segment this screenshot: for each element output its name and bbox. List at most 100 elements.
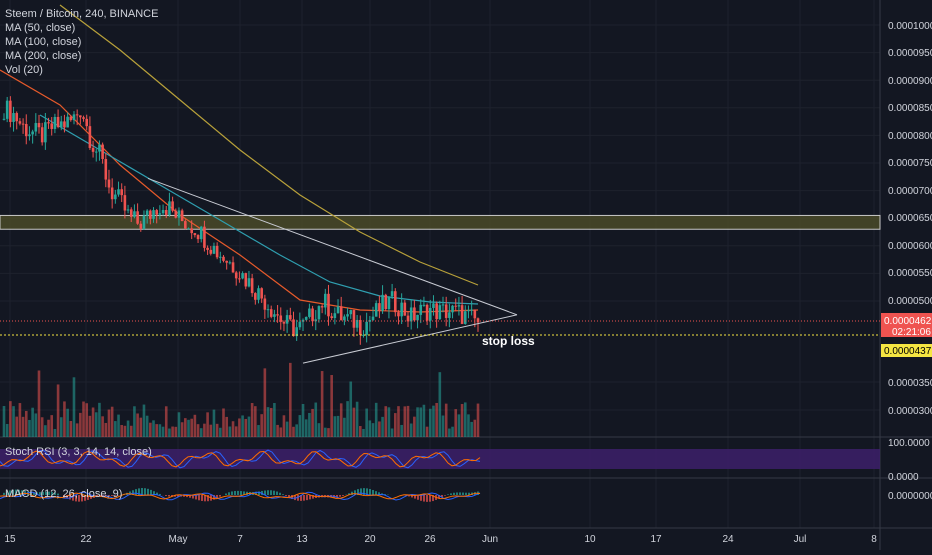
volume-bar <box>6 424 9 437</box>
macd-histogram-bar <box>279 493 281 495</box>
macd-label[interactable]: MACD (12, 26, close, 9) <box>5 488 122 500</box>
volume-bar <box>327 428 330 437</box>
legend-volume[interactable]: Vol (20) <box>5 64 43 76</box>
volume-bar <box>324 428 327 437</box>
legend-ma200[interactable]: MA (200, close) <box>5 50 81 62</box>
candle <box>19 121 22 123</box>
candle <box>60 121 63 127</box>
candle <box>410 307 413 321</box>
volume-bar <box>229 426 232 437</box>
candle <box>264 299 267 310</box>
time-tick-label: 7 <box>237 534 243 545</box>
symbol-title[interactable]: Steem / Bitcoin, 240, BINANCE <box>5 8 158 20</box>
candle <box>391 291 394 296</box>
candle <box>439 305 442 319</box>
candle <box>47 122 50 123</box>
legend-ma50[interactable]: MA (50, close) <box>5 22 75 34</box>
stop-loss-value: 0.0000437 <box>884 346 932 357</box>
macd-histogram-bar <box>426 495 428 502</box>
time-tick-label: 8 <box>871 534 877 545</box>
volume-bar <box>394 413 397 437</box>
candle <box>467 310 470 311</box>
candle <box>73 114 76 120</box>
volume-bar <box>477 404 480 437</box>
volume-bar <box>209 425 212 437</box>
volume-bar <box>139 418 142 437</box>
volume-bar <box>369 420 372 437</box>
volume-bar <box>159 424 162 437</box>
macd-histogram-bar <box>270 490 272 495</box>
volume-bar <box>171 427 174 437</box>
candle <box>426 305 429 321</box>
volume-bar <box>31 408 34 437</box>
volume-bar <box>187 420 190 437</box>
candle <box>445 304 448 318</box>
candle <box>187 228 190 229</box>
volume-bar <box>200 428 203 437</box>
volume-bar <box>353 408 356 437</box>
candle <box>41 127 44 142</box>
volume-bar <box>308 413 311 437</box>
candle <box>464 311 467 324</box>
volume-bar <box>458 414 461 437</box>
candle <box>63 121 66 127</box>
volume-bar <box>216 424 219 437</box>
candle <box>133 211 136 217</box>
volume-bar <box>299 415 302 437</box>
candle <box>219 257 222 258</box>
candle <box>85 119 88 126</box>
candle <box>416 315 419 320</box>
candle <box>454 306 457 307</box>
volume-bar <box>66 409 69 437</box>
volume-bar <box>375 403 378 437</box>
price-tick-label: 0.0000650 <box>888 213 932 224</box>
time-tick-label: Jun <box>482 534 498 545</box>
volume-bar <box>152 420 155 437</box>
volume-bar <box>25 411 28 437</box>
volume-bar <box>283 415 286 437</box>
volume-bar <box>302 404 305 437</box>
volume-bar <box>467 414 470 437</box>
time-tick-label: 15 <box>4 534 16 545</box>
candle <box>104 159 107 180</box>
candle <box>375 303 378 317</box>
volume-bar <box>267 407 270 437</box>
price-tick-label: 0.0000850 <box>888 103 932 114</box>
volume-bar <box>111 407 114 437</box>
volume-bar <box>60 417 63 437</box>
candle <box>346 314 349 316</box>
macd-histogram-bar <box>306 495 308 500</box>
candle <box>372 317 375 320</box>
price-tick-label: 0.0001000 <box>888 21 932 32</box>
volume-bar <box>413 417 416 437</box>
macd-histogram-bar <box>198 495 200 500</box>
volume-bar <box>124 426 127 437</box>
candle <box>165 210 168 215</box>
candle <box>114 195 117 200</box>
candle <box>222 257 225 261</box>
volume-bar <box>184 418 187 437</box>
volume-bar <box>365 409 368 437</box>
price-tick-label: 0.0000800 <box>888 131 932 142</box>
volume-bar <box>378 421 381 437</box>
time-tick-label: 17 <box>650 534 662 545</box>
candle <box>299 322 302 327</box>
stoch-rsi-label[interactable]: Stoch RSI (3, 3, 14, 14, close) <box>5 446 152 458</box>
candle <box>283 322 286 324</box>
price-tick-label: 0.0000950 <box>888 48 932 59</box>
candle <box>397 312 400 316</box>
volume-bar <box>279 427 282 437</box>
candle <box>388 296 391 309</box>
candle <box>229 262 232 263</box>
macd-histogram-bar <box>282 494 284 495</box>
volume-bar <box>439 372 442 437</box>
volume-bar <box>114 421 117 437</box>
time-tick-label: 13 <box>296 534 308 545</box>
macd-histogram-bar <box>450 493 452 495</box>
macd-histogram-bar <box>372 490 374 495</box>
legend-ma100[interactable]: MA (100, close) <box>5 36 81 48</box>
macd-histogram-bar <box>228 492 230 495</box>
volume-bar <box>314 403 317 437</box>
volume-bar <box>474 420 477 437</box>
